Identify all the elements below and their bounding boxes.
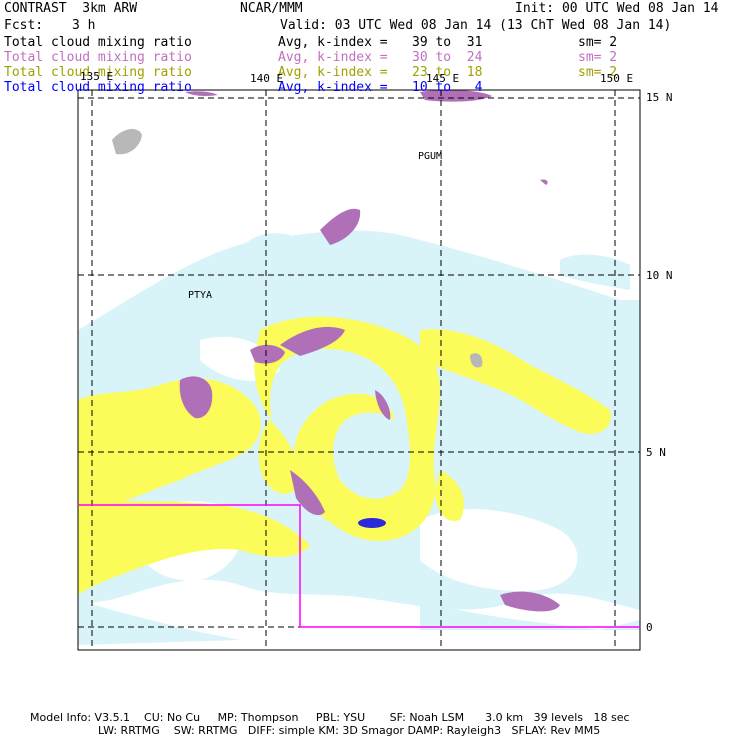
latitude-label: 10 N [646,269,673,282]
field-range: 10 to 4 [412,80,483,95]
field-smoothing: sm= 2 [578,35,618,50]
forecast-hour: 3 h [72,18,96,33]
station-label: PTYA [188,290,213,301]
domain-boundary [78,504,640,628]
latitude-label: 15 N [646,91,673,104]
physics-info: LW: RRTMG SW: RRTMG DIFF: simple KM: 3D … [98,724,601,737]
station-label: PGUM [418,151,443,162]
field-smoothing: sm= 2 [578,65,618,80]
field-stat: Avg, k-index = [278,80,388,95]
latitude-label: 5 N [646,446,666,459]
field-smoothing: sm= 2 [578,50,618,65]
field-stat: Avg, k-index = [278,35,388,50]
field-stat: Avg, k-index = [278,50,388,65]
longitude-label: 140 E [250,72,284,85]
longitude-label: 145 E [426,72,460,85]
model-info: Model Info: V3.5.1 CU: No Cu MP: Thompso… [30,711,630,724]
longitude-label: 135 E [80,70,114,83]
field-name: Total cloud mixing ratio [4,65,192,80]
field-stat: Avg, k-index = [278,65,388,80]
latitude-label: 0 [646,621,653,634]
forecast-label: Fcst: [4,18,44,33]
field-range: 30 to 24 [412,50,483,65]
field-range: 39 to 31 [412,35,483,50]
high-cloud-layer [179,89,560,612]
field-name: Total cloud mixing ratio [4,50,192,65]
organization: NCAR/MMM [240,1,303,16]
land-masses [112,128,483,368]
field-range: 23 to 18 [412,65,483,80]
cloud-core [358,518,386,528]
map-frame [77,89,641,651]
init-time: Init: 00 UTC Wed 08 Jan 14 [515,1,719,16]
graticule [78,90,640,650]
model-name: CONTRAST 3km ARW [4,1,138,16]
field-name: Total cloud mixing ratio [4,80,192,95]
field-name: Total cloud mixing ratio [4,35,192,50]
valid-time: Valid: 03 UTC Wed 08 Jan 14 (13 ChT Wed … [280,18,672,33]
longitude-label: 150 E [600,72,634,85]
